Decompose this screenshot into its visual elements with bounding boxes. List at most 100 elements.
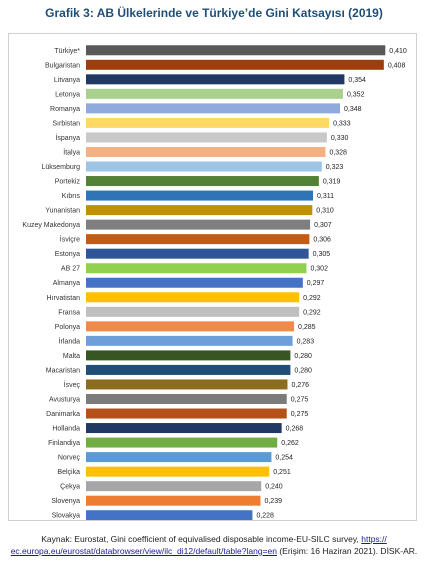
category-label: Danimarka <box>46 411 80 418</box>
bar <box>86 103 341 114</box>
value-label: 0,240 <box>265 484 283 491</box>
bar <box>86 510 253 520</box>
category-label: Almanya <box>53 280 80 287</box>
value-label: 0,302 <box>310 266 328 273</box>
value-label: 0,275 <box>291 411 309 418</box>
category-label: Çekya <box>60 484 80 491</box>
value-label: 0,251 <box>273 469 291 476</box>
value-label: 0,323 <box>326 164 344 171</box>
bar <box>86 452 272 463</box>
source-link[interactable]: https:// ec.europa.eu/eurostat/databrows… <box>10 534 387 556</box>
value-label: 0,268 <box>286 426 304 433</box>
category-label: Macaristan <box>46 367 80 374</box>
bar <box>86 263 307 274</box>
value-label: 0,408 <box>388 62 406 69</box>
value-label: 0,283 <box>297 338 315 345</box>
value-label: 0,276 <box>291 382 309 389</box>
value-label: 0,292 <box>303 309 321 316</box>
bar-chart: Türkiye* 0,410 Bulgaristan 0,408 Litvanya 0,3… <box>22 45 407 520</box>
bar <box>86 437 278 448</box>
bar <box>86 379 288 390</box>
bar <box>86 59 384 70</box>
value-label: 0,319 <box>323 179 341 186</box>
category-label: Estonya <box>55 251 80 258</box>
value-label: 0,239 <box>264 498 282 505</box>
bar <box>86 190 314 201</box>
value-label: 0,306 <box>313 237 331 244</box>
category-label: Türkiye* <box>54 48 80 55</box>
value-label: 0,292 <box>303 295 321 302</box>
source-note: Kaynak: Eurostat, Gini coefficient of eq… <box>10 533 418 557</box>
category-label: Portekiz <box>55 179 81 186</box>
category-label: İrlanda <box>59 336 81 345</box>
category-label: Letonya <box>55 91 80 98</box>
category-label: Slovenya <box>51 498 80 505</box>
category-label: Hollanda <box>52 426 80 433</box>
category-label: AB 27 <box>61 266 80 273</box>
value-label: 0,285 <box>298 324 316 331</box>
value-label: 0,275 <box>291 396 309 403</box>
bar <box>86 481 262 492</box>
category-label: İsviçre <box>60 235 80 244</box>
chart-title: Grafik 3: AB Ülkelerinde ve Türkiye’de G… <box>45 6 383 20</box>
bar <box>86 161 322 172</box>
bar <box>86 321 295 332</box>
value-label: 0,280 <box>294 353 312 360</box>
value-label: 0,307 <box>314 222 332 229</box>
bar <box>86 466 270 477</box>
value-label: 0,352 <box>347 91 365 98</box>
source-prefix: Kaynak: Eurostat, Gini coefficient of eq… <box>41 534 362 544</box>
value-label: 0,297 <box>307 280 325 287</box>
bar <box>86 117 330 128</box>
value-label: 0,330 <box>331 135 349 142</box>
value-label: 0,310 <box>316 208 334 215</box>
category-label: Malta <box>63 353 80 360</box>
category-label: Avusturya <box>49 396 80 403</box>
category-label: İtalya <box>63 147 80 156</box>
category-label: İsveç <box>64 380 81 389</box>
bar <box>86 306 300 317</box>
category-label: Belçika <box>57 469 80 476</box>
bar <box>86 205 313 216</box>
bar <box>86 219 311 230</box>
value-label: 0,333 <box>333 120 351 127</box>
category-label: Lüksemburg <box>41 164 80 171</box>
bar <box>86 364 291 375</box>
category-label: Yunanistan <box>45 208 80 215</box>
bar <box>86 495 261 506</box>
bar <box>86 292 300 303</box>
category-label: Litvanya <box>54 77 80 84</box>
bar <box>86 132 327 143</box>
bar <box>86 335 293 346</box>
value-label: 0,410 <box>389 48 407 55</box>
bar <box>86 74 345 85</box>
category-label: Sırbistan <box>52 120 80 127</box>
value-label: 0,328 <box>329 149 347 156</box>
category-label: Kıbrıs <box>62 193 81 200</box>
value-label: 0,311 <box>317 193 334 200</box>
value-label: 0,280 <box>294 367 312 374</box>
category-label: Kuzey Makedonya <box>22 222 80 229</box>
bar <box>86 350 291 361</box>
value-label: 0,228 <box>256 513 274 520</box>
bar <box>86 408 287 419</box>
chart-area: Türkiye* 0,410 Bulgaristan 0,408 Litvanya 0,3… <box>8 33 417 521</box>
value-label: 0,305 <box>313 251 331 258</box>
value-label: 0,354 <box>348 77 366 84</box>
value-label: 0,348 <box>344 106 362 113</box>
value-label: 0,254 <box>275 455 293 462</box>
category-label: Slovakya <box>52 513 81 520</box>
bar <box>86 234 310 245</box>
bar <box>86 88 343 99</box>
category-label: Polonya <box>55 324 80 331</box>
category-label: Finlandiya <box>48 440 80 447</box>
category-label: Romanya <box>50 106 80 113</box>
category-label: Bulgaristan <box>45 62 80 69</box>
bar <box>86 423 282 434</box>
category-label: Fransa <box>58 309 80 316</box>
bar <box>86 393 287 404</box>
bar <box>86 45 386 56</box>
bar <box>86 277 303 288</box>
source-suffix: (Erişim: 16 Haziran 2021). DİSK-AR. <box>276 546 418 556</box>
bar <box>86 176 319 187</box>
